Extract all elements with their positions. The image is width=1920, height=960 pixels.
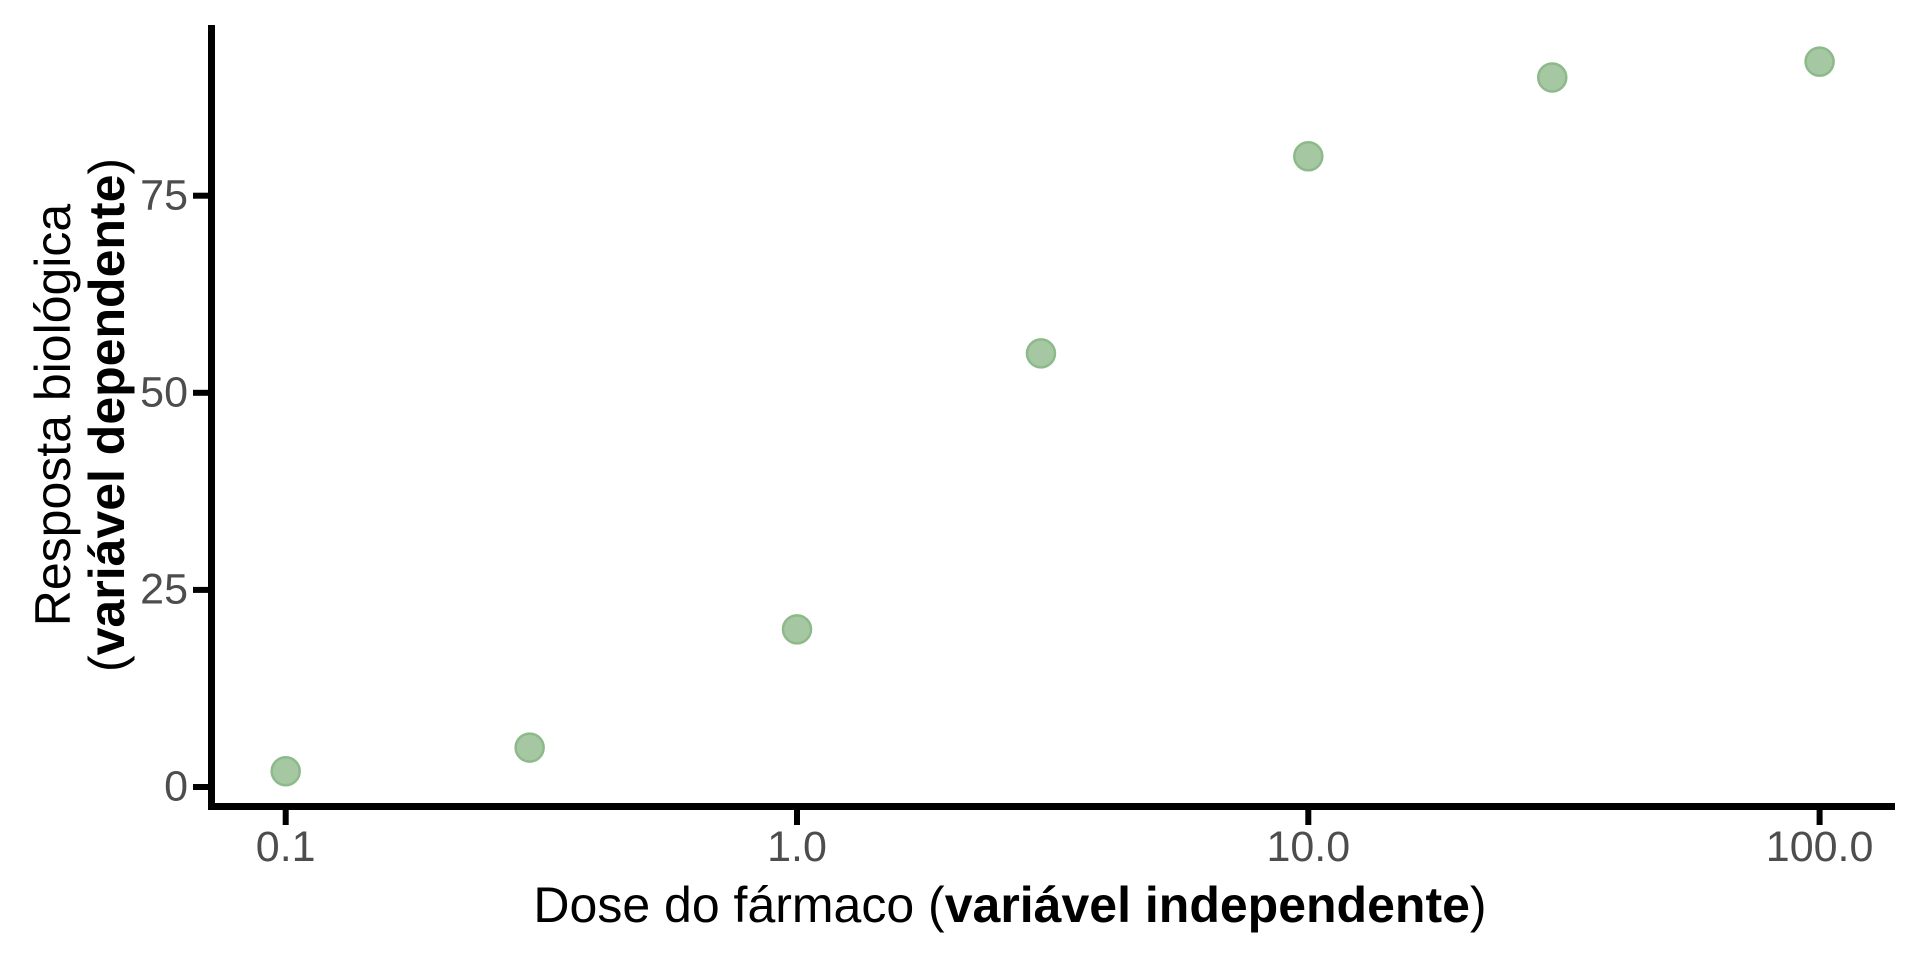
data-point bbox=[1293, 141, 1324, 172]
y-tick-label: 75 bbox=[140, 171, 188, 220]
data-point bbox=[1537, 62, 1568, 93]
y-axis-title-line2-suffix: ) bbox=[79, 157, 135, 175]
y-tick-mark bbox=[193, 389, 208, 396]
y-axis-title-line2-prefix: ( bbox=[79, 655, 135, 673]
y-axis-title-line2-bold: variável dependente bbox=[79, 174, 135, 656]
x-tick-label: 10.0 bbox=[1266, 823, 1351, 871]
x-axis-title: Dose do fármaco (variável independente) bbox=[533, 878, 1486, 933]
data-point bbox=[781, 614, 813, 645]
x-axis-line bbox=[208, 803, 1895, 810]
y-tick-label: 0 bbox=[164, 762, 188, 811]
data-point bbox=[270, 755, 301, 787]
x-tick-mark bbox=[1305, 810, 1312, 825]
x-tick-label: 100.0 bbox=[1765, 823, 1874, 871]
data-point bbox=[514, 732, 545, 763]
data-point bbox=[1025, 338, 1057, 369]
y-tick-label: 25 bbox=[140, 565, 188, 614]
y-tick-mark bbox=[193, 586, 208, 593]
x-axis-title-prefix: Dose do fármaco ( bbox=[533, 877, 945, 933]
y-axis-title-line1: Resposta biológica bbox=[25, 203, 81, 627]
x-tick-mark bbox=[282, 810, 289, 825]
x-axis-title-suffix: ) bbox=[1469, 877, 1487, 933]
y-axis-line bbox=[208, 25, 215, 810]
y-axis-title: Resposta biológica (variável dependente) bbox=[25, 157, 135, 673]
x-tick-label: 1.0 bbox=[767, 823, 827, 871]
y-tick-label: 50 bbox=[140, 368, 188, 417]
x-tick-mark bbox=[794, 810, 800, 825]
x-tick-label: 0.1 bbox=[255, 823, 316, 871]
x-tick-mark bbox=[1816, 810, 1823, 825]
y-axis-title-line2: (variável dependente) bbox=[79, 157, 135, 673]
y-tick-mark bbox=[193, 192, 208, 199]
x-axis-title-bold: variável independente bbox=[944, 877, 1470, 933]
y-tick-mark bbox=[193, 784, 208, 790]
data-point bbox=[1804, 46, 1835, 77]
